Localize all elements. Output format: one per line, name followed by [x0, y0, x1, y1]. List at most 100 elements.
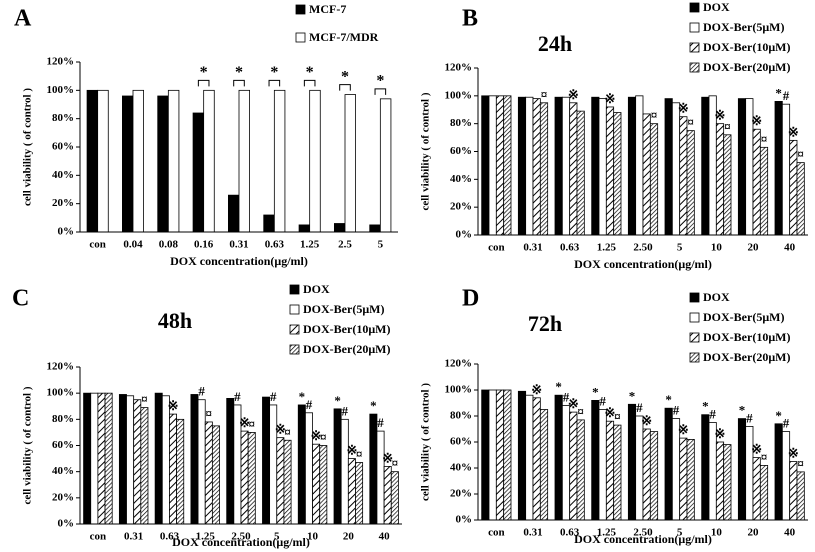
annotation: *	[739, 403, 746, 418]
bar	[167, 89, 180, 233]
y-tick-label: 60%	[450, 436, 472, 448]
annotation: ※	[382, 450, 393, 465]
y-tick-label: 100%	[445, 89, 473, 101]
x-tick-label: 0.63	[265, 239, 285, 251]
bar	[192, 112, 205, 233]
bar	[133, 399, 142, 525]
bar	[276, 437, 285, 525]
annotation: ¤	[724, 119, 731, 134]
legend-swatch	[289, 324, 300, 335]
annotation: #	[342, 403, 349, 418]
annotation: *	[702, 399, 709, 414]
x-tick-label: 40	[784, 242, 796, 254]
bar	[789, 461, 798, 521]
annotation: ¤	[141, 392, 148, 407]
legend-swatch	[289, 344, 300, 355]
x-tick-label: con	[89, 239, 106, 251]
y-tick-label: 60%	[52, 141, 74, 153]
bar	[686, 438, 695, 521]
bar	[539, 102, 549, 236]
annotation: ※	[715, 108, 726, 123]
bar	[390, 471, 399, 525]
legend-label: DOX-Ber(5μM)	[703, 310, 784, 324]
y-tick-label: 0%	[456, 514, 473, 526]
bar	[539, 409, 549, 521]
annotation: ¤	[356, 446, 363, 461]
bar	[90, 392, 99, 525]
annotation: ※	[239, 415, 250, 430]
significance-bracket	[197, 79, 210, 87]
y-tick-label: 20%	[450, 488, 472, 500]
annotation: ¤	[248, 416, 255, 431]
bar	[247, 432, 256, 525]
bar	[157, 95, 169, 233]
bar	[774, 101, 783, 236]
bar	[789, 139, 798, 236]
annotation: ※	[568, 396, 579, 411]
x-tick-label: 5	[677, 527, 683, 539]
bar	[503, 389, 512, 521]
bar	[737, 418, 747, 521]
y-tick-label: 120%	[445, 358, 473, 370]
legend-label: DOX-Ber(5μM)	[703, 20, 784, 34]
annotation: ※	[605, 91, 616, 106]
legend-swatch	[289, 284, 300, 295]
bar	[701, 96, 710, 236]
y-axis-label: cell viability ( of control )	[420, 92, 432, 210]
x-tick-label: 2.50	[633, 242, 653, 254]
bar	[525, 96, 534, 236]
bar	[132, 89, 145, 233]
bar	[796, 471, 805, 521]
annotation: ¤	[320, 429, 327, 444]
x-tick-label: 1.25	[300, 239, 320, 251]
annotation: *	[200, 64, 208, 81]
annotation: ¤	[392, 456, 399, 471]
y-tick-label: 80%	[450, 117, 472, 129]
bar	[383, 466, 392, 525]
bar	[154, 392, 163, 525]
chart-title: 72h	[528, 311, 562, 336]
panel-label: A	[14, 6, 32, 32]
bar	[686, 130, 695, 236]
bar	[347, 458, 356, 525]
annotation: #	[636, 400, 643, 415]
bar	[671, 102, 681, 236]
annotation: #	[270, 389, 277, 404]
bar	[532, 98, 541, 236]
x-tick-label: 0.63	[560, 527, 580, 539]
chart-title: 48h	[158, 308, 192, 333]
bar	[737, 98, 747, 236]
annotation: ¤	[284, 424, 291, 439]
bar	[759, 146, 769, 236]
y-tick-label: 20%	[52, 491, 74, 503]
legend-swatch	[689, 42, 700, 53]
bar	[169, 413, 177, 525]
bar	[745, 425, 754, 521]
legend-label: MCF-7	[309, 2, 346, 16]
x-tick-label: 1.25	[196, 531, 216, 543]
y-tick-label: 80%	[52, 413, 74, 425]
bar	[211, 425, 220, 525]
panel-label: C	[12, 286, 29, 312]
chart-title: 24h	[538, 31, 572, 56]
annotation: ※	[751, 113, 762, 128]
bar	[642, 113, 651, 236]
bar	[532, 397, 541, 521]
bar	[333, 223, 346, 233]
annotation: ¤	[614, 409, 621, 424]
annotation: ¤	[761, 449, 768, 464]
legend-label: DOX	[303, 282, 330, 296]
bar	[752, 128, 761, 236]
legend-label: DOX-Ber(20μM)	[303, 342, 390, 356]
annotation: ¤	[797, 147, 804, 162]
bar	[283, 439, 292, 525]
bar	[262, 396, 271, 525]
bar	[344, 94, 357, 233]
y-tick-label: 40%	[52, 465, 74, 477]
y-tick-label: 80%	[52, 112, 74, 124]
bar	[635, 95, 644, 236]
bar	[517, 96, 527, 236]
annotation: ¤	[541, 87, 548, 102]
bar	[97, 392, 106, 525]
